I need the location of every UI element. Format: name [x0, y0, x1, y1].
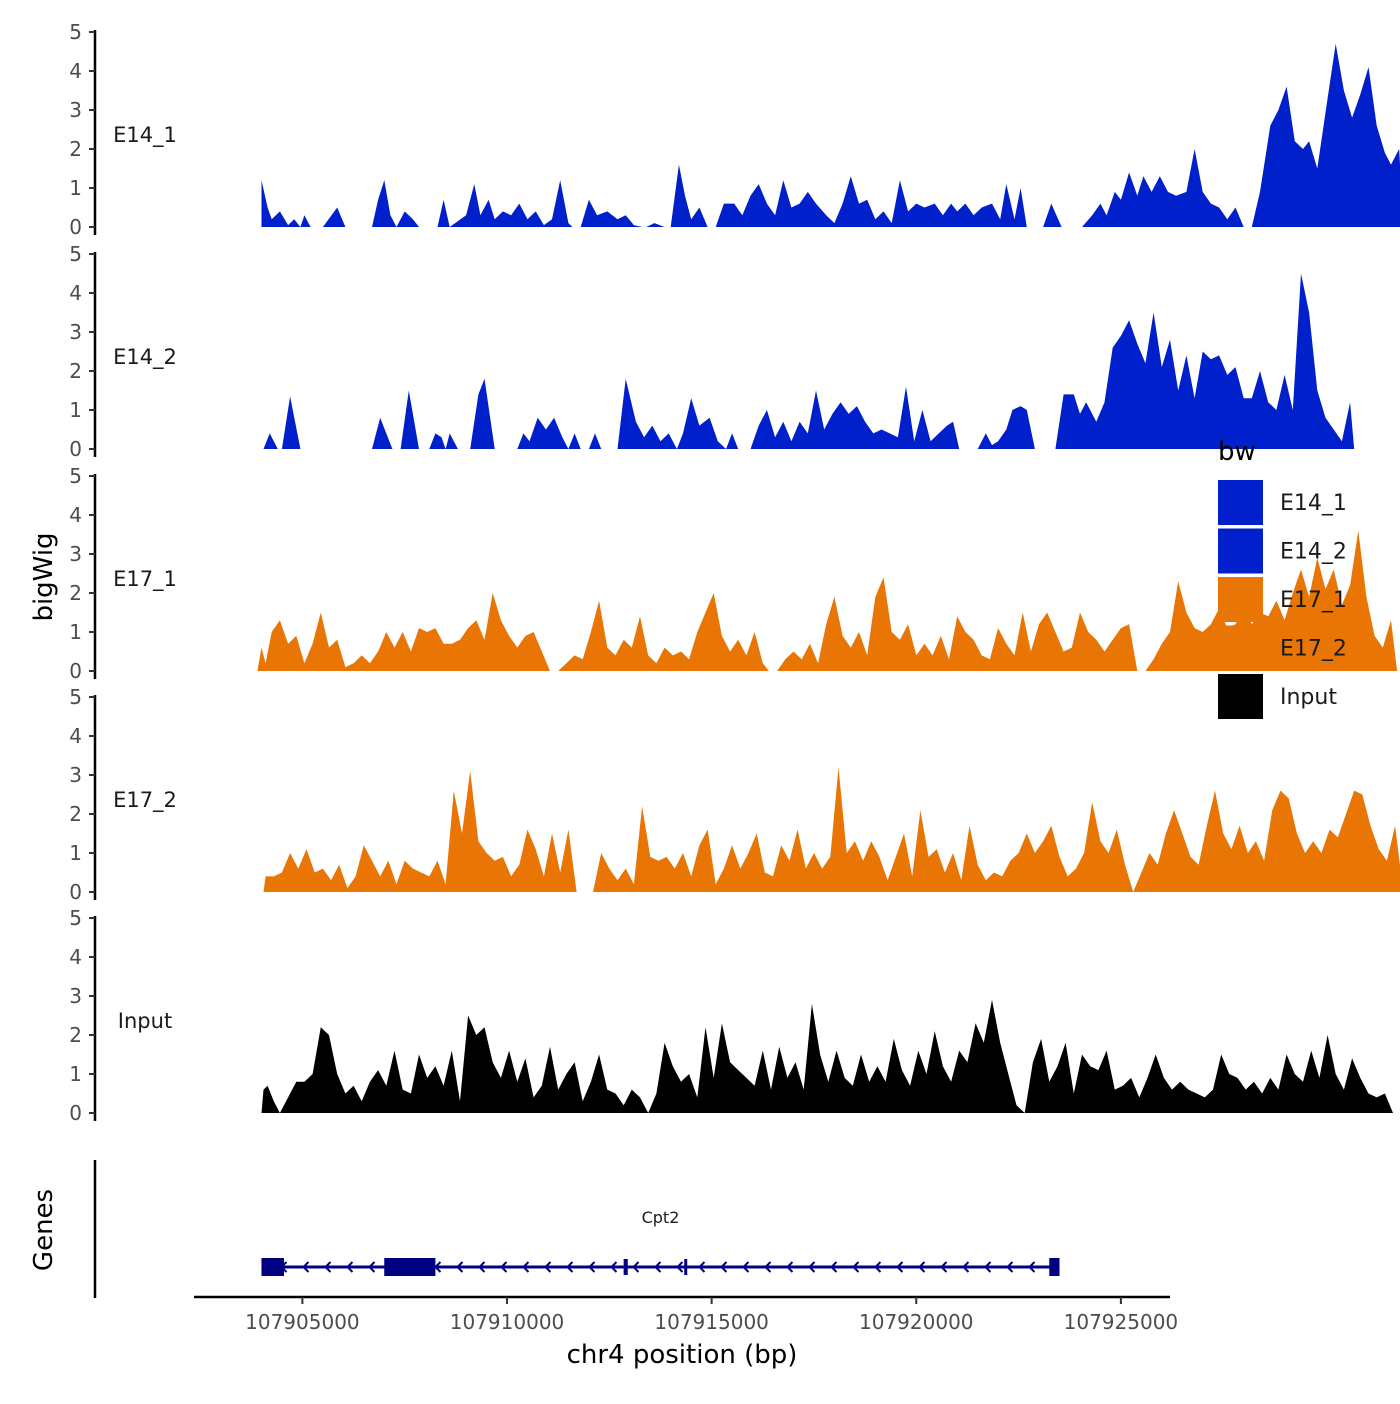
x-tick-label: 107905000 — [245, 1310, 360, 1334]
exon — [261, 1258, 284, 1276]
exon — [1049, 1258, 1059, 1276]
y-axis-title: bigWig — [29, 532, 59, 621]
track-label: E14_2 — [113, 345, 177, 370]
legend-key — [1218, 674, 1263, 719]
legend-label: E17_2 — [1280, 637, 1347, 662]
y-tick-label: 0 — [69, 437, 82, 461]
gene-label: Cpt2 — [642, 1208, 680, 1227]
y-tick-label: 4 — [69, 59, 82, 83]
y-tick-label: 3 — [69, 984, 82, 1008]
legend-label: E14_1 — [1280, 491, 1347, 516]
y-tick-label: 0 — [69, 1101, 82, 1125]
y-tick-label: 1 — [69, 841, 82, 865]
y-tick-label: 5 — [69, 906, 82, 930]
y-tick-label: 4 — [69, 724, 82, 748]
exon — [624, 1259, 628, 1275]
y-tick-label: 1 — [69, 398, 82, 422]
y-tick-label: 3 — [69, 763, 82, 787]
legend-key — [1218, 529, 1263, 574]
x-tick-label: 107910000 — [450, 1310, 565, 1334]
y-tick-label: 1 — [69, 620, 82, 644]
y-tick-label: 3 — [69, 98, 82, 122]
legend-key — [1218, 480, 1263, 525]
y-tick-label: 2 — [69, 581, 82, 605]
y-tick-label: 5 — [69, 242, 82, 266]
legend-title: bw — [1218, 437, 1256, 467]
x-tick-label: 107925000 — [1064, 1310, 1179, 1334]
track-label: E17_1 — [113, 567, 177, 592]
y-tick-label: 4 — [69, 281, 82, 305]
y-tick-label: 4 — [69, 503, 82, 527]
legend-label: E14_2 — [1280, 540, 1347, 565]
y-tick-label: 5 — [69, 20, 82, 44]
exon — [384, 1258, 435, 1276]
y-tick-label: 2 — [69, 802, 82, 826]
y-tick-label: 5 — [69, 685, 82, 709]
x-axis-title: chr4 position (bp) — [567, 1340, 798, 1370]
y-tick-label: 0 — [69, 880, 82, 904]
legend-label: E17_1 — [1280, 588, 1347, 613]
genes-axis-title: Genes — [29, 1189, 59, 1271]
legend-key — [1218, 577, 1263, 622]
y-tick-label: 2 — [69, 1023, 82, 1047]
exon — [684, 1259, 687, 1275]
y-tick-label: 0 — [69, 659, 82, 683]
track-label: Input — [118, 1009, 172, 1033]
y-tick-label: 2 — [69, 137, 82, 161]
track-label: E14_1 — [113, 123, 177, 148]
y-tick-label: 4 — [69, 945, 82, 969]
y-tick-label: 3 — [69, 542, 82, 566]
y-tick-label: 3 — [69, 320, 82, 344]
x-tick-label: 107915000 — [654, 1310, 769, 1334]
y-tick-label: 1 — [69, 176, 82, 200]
y-tick-label: 1 — [69, 1062, 82, 1086]
legend-key — [1218, 626, 1263, 671]
track-label: E17_2 — [113, 788, 177, 813]
y-tick-label: 2 — [69, 359, 82, 383]
x-tick-label: 107920000 — [859, 1310, 974, 1334]
y-tick-label: 0 — [69, 215, 82, 239]
y-tick-label: 5 — [69, 464, 82, 488]
legend-label: Input — [1280, 685, 1337, 710]
